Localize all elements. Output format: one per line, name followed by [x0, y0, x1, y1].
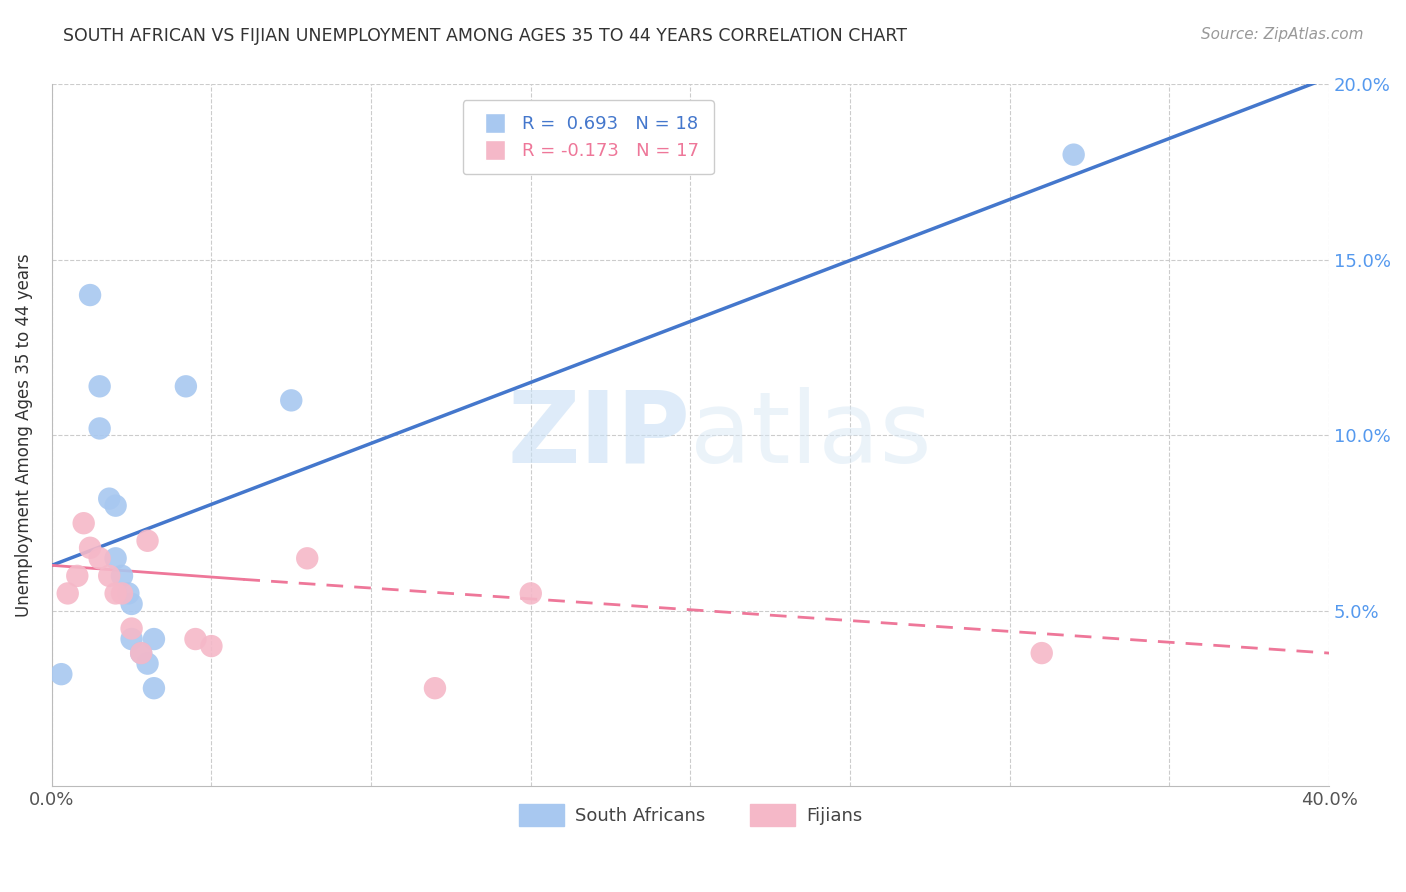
Point [184, 632, 207, 646]
Point [136, 533, 159, 548]
Point [121, 622, 143, 636]
Point [111, 586, 134, 600]
Point [66, 569, 89, 583]
Point [142, 681, 165, 696]
Point [200, 639, 222, 653]
Point [79, 541, 101, 555]
Point [136, 657, 159, 671]
Point [104, 551, 127, 566]
Point [297, 551, 319, 566]
Point [79, 288, 101, 302]
Point [56, 586, 79, 600]
Point [111, 569, 134, 583]
Point [104, 586, 127, 600]
Point [280, 393, 302, 408]
Point [51, 667, 73, 681]
Point [520, 586, 543, 600]
Point [89, 421, 111, 435]
Point [117, 586, 139, 600]
Y-axis label: Unemployment Among Ages 35 to 44 years: Unemployment Among Ages 35 to 44 years [15, 253, 32, 617]
Point [129, 646, 152, 660]
Point [98, 569, 121, 583]
Text: Source: ZipAtlas.com: Source: ZipAtlas.com [1201, 27, 1364, 42]
Point [174, 379, 197, 393]
Point [1063, 147, 1085, 161]
Text: atlas: atlas [690, 387, 932, 484]
Point [423, 681, 446, 696]
Point [98, 491, 121, 506]
Point [121, 632, 143, 646]
Legend: South Africans, Fijians: South Africans, Fijians [512, 797, 869, 834]
Point [121, 597, 143, 611]
Point [1031, 646, 1053, 660]
Point [104, 499, 127, 513]
Point [73, 516, 96, 531]
Point [89, 551, 111, 566]
Text: SOUTH AFRICAN VS FIJIAN UNEMPLOYMENT AMONG AGES 35 TO 44 YEARS CORRELATION CHART: SOUTH AFRICAN VS FIJIAN UNEMPLOYMENT AMO… [63, 27, 907, 45]
Text: ZIP: ZIP [508, 387, 690, 484]
Point [89, 379, 111, 393]
Point [129, 646, 152, 660]
Point [142, 632, 165, 646]
